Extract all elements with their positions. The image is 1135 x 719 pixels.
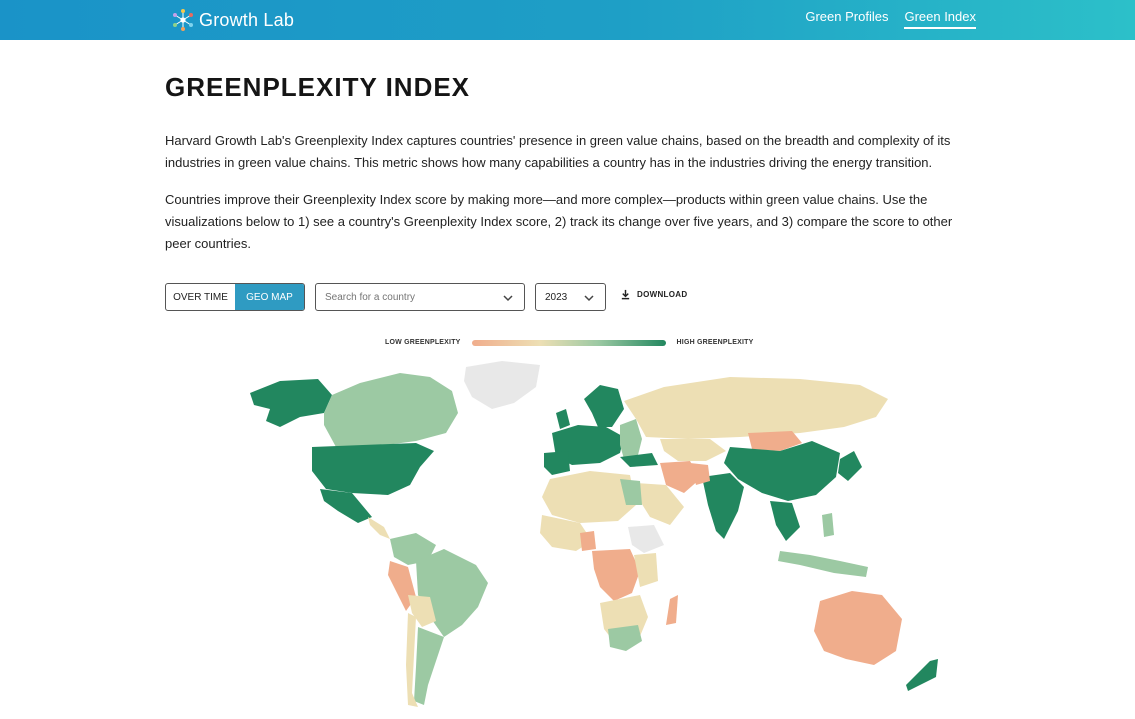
top-navigation-bar: Growth Lab Green Profiles Green Index xyxy=(0,0,1135,40)
russia-central-asia xyxy=(624,377,888,461)
region-kazakhstan[interactable] xyxy=(660,439,726,461)
region-egypt[interactable] xyxy=(620,479,642,505)
region-central-africa[interactable] xyxy=(592,549,640,601)
region-pakistan[interactable] xyxy=(690,463,710,485)
region-greenland[interactable] xyxy=(464,361,540,409)
chevron-down-icon xyxy=(584,295,594,302)
region-mongolia[interactable] xyxy=(748,431,802,451)
region-nigeria[interactable] xyxy=(580,531,596,551)
region-russia[interactable] xyxy=(624,377,888,439)
region-china[interactable] xyxy=(724,441,840,501)
region-west-africa[interactable] xyxy=(540,515,592,551)
region-alaska[interactable] xyxy=(250,379,332,427)
region-chile[interactable] xyxy=(406,613,418,707)
region-argentina[interactable] xyxy=(414,627,444,705)
oceania xyxy=(814,591,938,691)
download-icon xyxy=(621,289,630,300)
central-south-america xyxy=(368,517,488,707)
region-arabian-peninsula[interactable] xyxy=(636,483,684,525)
view-toggle: OVER TIME GEO MAP xyxy=(165,283,305,311)
region-south-africa[interactable] xyxy=(608,625,642,651)
region-iberia[interactable] xyxy=(544,451,570,475)
chevron-down-icon xyxy=(503,295,513,302)
region-indonesia[interactable] xyxy=(778,551,868,577)
region-australia[interactable] xyxy=(814,591,902,665)
east-southeast-asia xyxy=(724,441,868,577)
region-japan-korea[interactable] xyxy=(838,451,862,481)
region-canada[interactable] xyxy=(324,373,458,447)
brand-name: Growth Lab xyxy=(199,9,295,30)
region-iran[interactable] xyxy=(660,461,700,493)
africa xyxy=(540,471,678,651)
region-central-america[interactable] xyxy=(368,517,390,539)
region-india[interactable] xyxy=(702,473,744,539)
year-select[interactable]: 2023 xyxy=(535,283,606,311)
region-philippines[interactable] xyxy=(822,513,834,537)
region-colombia-venezuela[interactable] xyxy=(390,533,436,565)
intro-paragraph: Harvard Growth Lab's Greenplexity Index … xyxy=(165,133,951,170)
download-label: DOWNLOAD xyxy=(637,290,688,299)
country-search-input[interactable] xyxy=(325,291,495,303)
region-mainland-southeast-asia[interactable] xyxy=(770,501,800,541)
world-choropleth-map xyxy=(250,361,938,707)
nav-green-profiles[interactable]: Green Profiles xyxy=(805,9,889,24)
region-north-africa[interactable] xyxy=(542,471,636,523)
download-button[interactable]: DOWNLOAD xyxy=(620,289,687,300)
main-nav: Green Profiles Green Index xyxy=(805,9,976,29)
north-america xyxy=(250,361,540,523)
region-uk-ireland[interactable] xyxy=(556,409,570,429)
geo-map-tab[interactable]: GEO MAP xyxy=(235,284,304,310)
region-bolivia-paraguay[interactable] xyxy=(408,595,436,627)
legend-low-label: LOW GREENPLEXITY xyxy=(385,339,461,346)
legend-high-label: HIGH GREENPLEXITY xyxy=(676,339,754,346)
region-east-africa[interactable] xyxy=(634,553,658,587)
region-usa[interactable] xyxy=(312,443,434,495)
country-search-dropdown[interactable] xyxy=(315,283,525,311)
year-value: 2023 xyxy=(545,291,568,303)
color-legend: LOW GREENPLEXITY HIGH GREENPLEXITY xyxy=(385,339,753,346)
middle-east-south-asia xyxy=(620,453,744,539)
region-scandinavia[interactable] xyxy=(584,385,624,427)
legend-gradient-bar xyxy=(471,339,666,346)
region-new-zealand[interactable] xyxy=(906,659,938,691)
region-eastern-europe[interactable] xyxy=(620,419,642,459)
region-turkey[interactable] xyxy=(620,453,658,467)
europe xyxy=(544,385,642,475)
growth-lab-logo[interactable]: Growth Lab xyxy=(171,7,294,33)
region-mexico[interactable] xyxy=(320,489,372,523)
growth-lab-logo-icon xyxy=(173,9,193,31)
region-ethiopia[interactable] xyxy=(628,525,664,553)
page-title: GREENPLEXITY INDEX xyxy=(165,72,471,102)
instructions-paragraph: Countries improve their Greenplexity Ind… xyxy=(165,192,953,251)
over-time-tab[interactable]: OVER TIME xyxy=(173,291,228,303)
region-madagascar[interactable] xyxy=(666,595,678,625)
nav-green-index[interactable]: Green Index xyxy=(904,9,976,29)
region-western-europe[interactable] xyxy=(552,425,624,465)
